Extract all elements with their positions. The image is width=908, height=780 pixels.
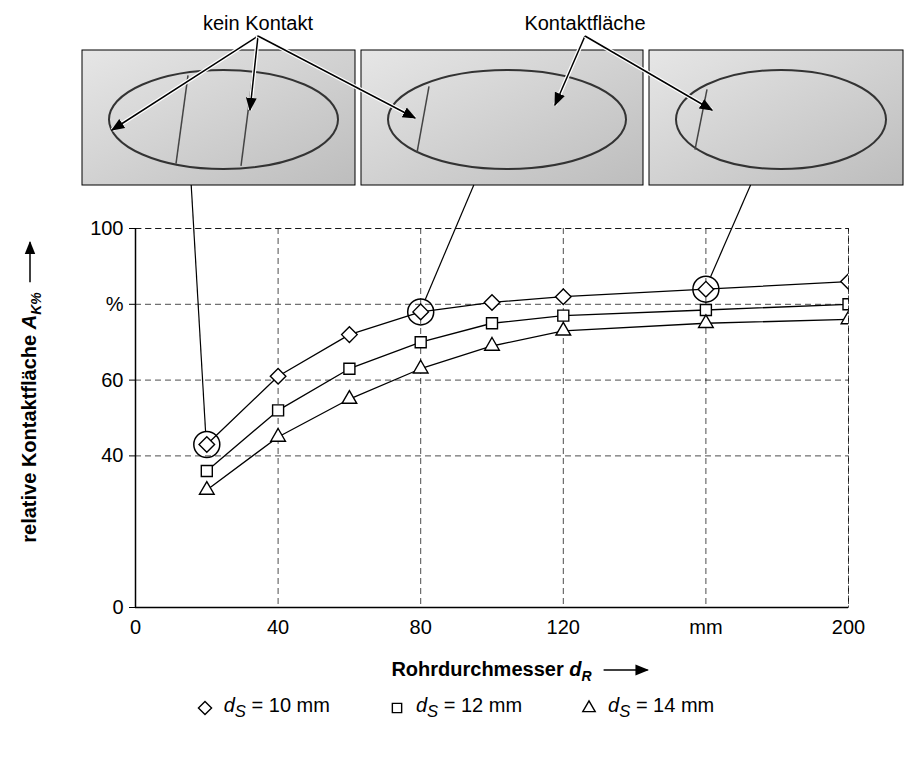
svg-text:Kontaktfläche: Kontaktfläche — [524, 12, 645, 34]
svg-text:60: 60 — [101, 369, 123, 391]
svg-text:40: 40 — [101, 444, 123, 466]
svg-text:80: 80 — [410, 616, 432, 638]
svg-text:40: 40 — [267, 616, 289, 638]
html-text:dS= 10 mm: dS= 10 mm — [223, 694, 330, 721]
svg-text:kein Kontakt: kein Kontakt — [203, 12, 314, 34]
svg-text:mm: mm — [689, 616, 722, 638]
svg-text:%: % — [106, 293, 124, 315]
svg-text:0: 0 — [112, 596, 123, 618]
svg-text:100: 100 — [90, 217, 123, 239]
html-text:dS= 12 mm: dS= 12 mm — [415, 694, 523, 721]
svg-text:0: 0 — [130, 616, 141, 638]
svg-text:relative Kontaktfläche AK%: relative Kontaktfläche AK% — [18, 292, 44, 543]
html-text:dS= 14 mm: dS= 14 mm — [608, 694, 715, 721]
svg-text:200: 200 — [832, 616, 865, 638]
svg-text:120: 120 — [547, 616, 580, 638]
svg-text:Rohrdurchmesser dR: Rohrdurchmesser dR — [391, 658, 592, 684]
